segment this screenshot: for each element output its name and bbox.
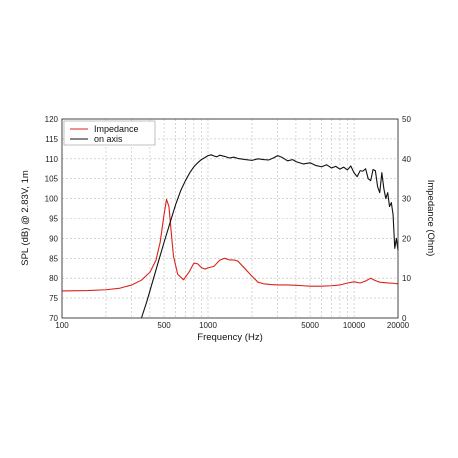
x-tick-label: 5000: [301, 321, 319, 330]
y-right-tick-label: 0: [402, 314, 407, 323]
y-left-tick-label: 115: [45, 135, 58, 144]
x-tick-label: 10000: [343, 321, 366, 330]
x-tick-label: 20000: [387, 321, 410, 330]
y-right-tick-label: 50: [402, 115, 411, 124]
legend-label-impedance: Impedance: [94, 124, 139, 134]
series-line-impedance: [61, 198, 399, 292]
y-right-tick-label: 30: [402, 195, 411, 204]
legend-box: [63, 120, 156, 146]
y-axis-left-label: SPL (dB) @ 2.83V, 1m: [20, 170, 31, 266]
y-left-tick-label: 95: [49, 215, 58, 224]
series-line-on-axis: [140, 154, 399, 319]
y-right-tick-label: 20: [402, 234, 411, 243]
y-left-tick-label: 90: [49, 234, 58, 243]
y-right-tick-label: 10: [402, 274, 411, 283]
legend-label-on-axis: on axis: [94, 134, 123, 144]
y-left-tick-label: 120: [45, 115, 59, 124]
x-tick-label: 100: [55, 321, 69, 330]
chart-grid: [62, 119, 398, 318]
y-left-tick-label: 70: [49, 314, 58, 323]
series-layer: [61, 154, 399, 319]
y-left-tick-label: 110: [45, 155, 58, 164]
y-left-tick-label: 80: [49, 274, 58, 283]
x-axis-label: Frequency (Hz): [197, 332, 262, 343]
y-left-tick-label: 85: [49, 254, 58, 263]
y-left-tick-label: 100: [45, 195, 59, 204]
y-left-tick-label: 75: [49, 294, 58, 303]
y-axis-right-label: Impedance (Ohm): [425, 180, 436, 257]
y-left-tick-label: 105: [45, 175, 59, 184]
legend: Impedance on axis: [63, 120, 156, 146]
x-tick-label: 500: [157, 321, 171, 330]
plot-frame: [61, 118, 399, 319]
tick-labels: 100 500 1000 5000 10000 200007075808590951001…: [45, 115, 412, 330]
y-right-tick-label: 40: [402, 155, 411, 164]
x-tick-label: 1000: [199, 321, 217, 330]
